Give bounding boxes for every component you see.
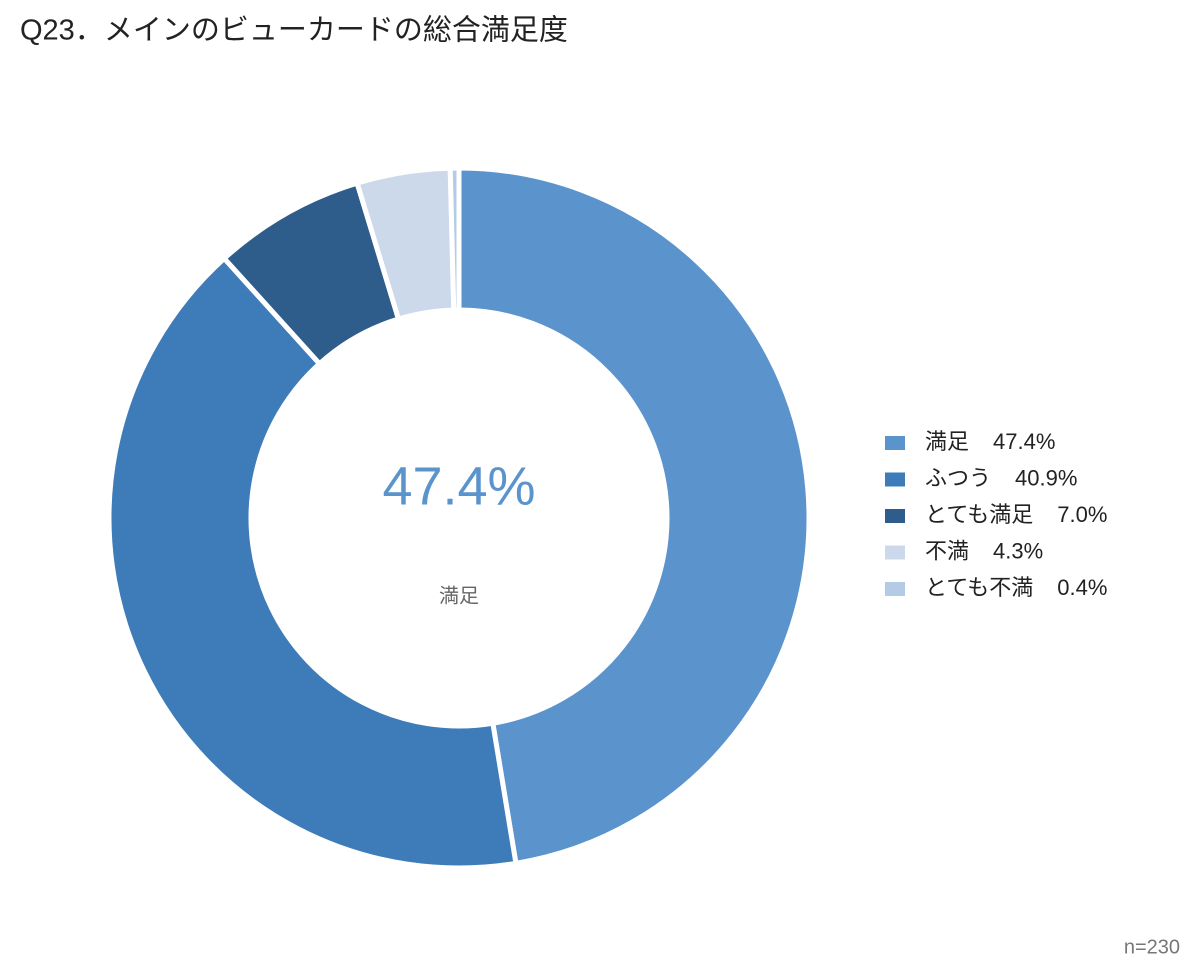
center-label: 満足 (439, 584, 479, 607)
legend-swatch (885, 509, 905, 523)
legend-name: とても満足 (925, 502, 1033, 527)
legend-label: 不満 4.3% (925, 538, 1043, 563)
legend-name: ふつう (925, 465, 991, 490)
legend-label: ふつう 40.9% (925, 465, 1077, 490)
legend-value: 0.4% (1057, 575, 1107, 600)
chart-title: Q23．メインのビューカードの総合満足度 (20, 14, 568, 47)
legend-swatch (885, 436, 905, 450)
legend-label: 満足 47.4% (925, 429, 1055, 454)
legend-value: 7.0% (1057, 502, 1107, 527)
legend-value: 40.9% (1015, 465, 1077, 490)
sample-size-note: n=230 (1124, 936, 1180, 958)
legend-value: 47.4% (993, 429, 1055, 454)
legend-swatch (885, 582, 905, 596)
legend-name: 不満 (925, 538, 969, 563)
legend-swatch (885, 472, 905, 487)
legend-name: とても不満 (925, 575, 1033, 600)
legend-name: 満足 (925, 429, 969, 454)
slice (447, 165, 462, 313)
slice (456, 165, 812, 867)
legend-label: とても不満 0.4% (925, 575, 1107, 600)
legend-value: 4.3% (993, 538, 1043, 563)
legend-label: とても満足 7.0% (925, 502, 1107, 527)
slice (106, 254, 519, 871)
center-value: 47.4% (382, 456, 535, 516)
legend-swatch (885, 545, 905, 560)
